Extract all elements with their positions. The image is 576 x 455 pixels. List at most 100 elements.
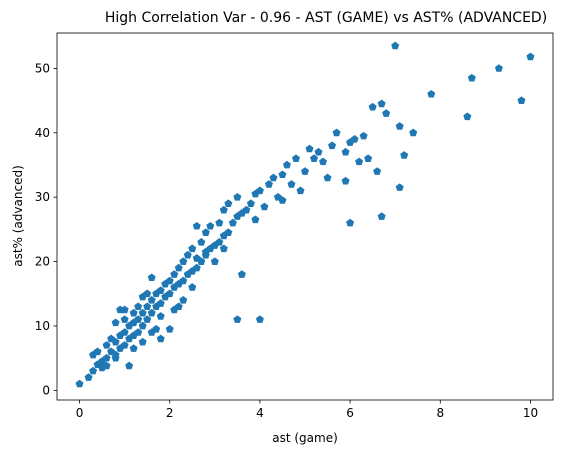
data-point xyxy=(75,379,84,388)
data-point xyxy=(111,353,120,362)
x-tick-label: 10 xyxy=(523,406,538,420)
y-axis-label: ast% (advanced) xyxy=(11,165,25,267)
x-tick-label: 8 xyxy=(436,406,444,420)
data-point xyxy=(179,276,188,285)
data-point xyxy=(120,341,129,349)
data-point xyxy=(251,215,260,224)
data-point xyxy=(183,250,192,259)
data-point xyxy=(359,131,368,140)
data-point xyxy=(192,263,201,272)
data-point xyxy=(120,328,129,336)
data-point xyxy=(201,228,210,236)
data-point xyxy=(346,218,355,227)
x-tick-label: 4 xyxy=(256,406,264,420)
data-point xyxy=(332,128,341,137)
data-point xyxy=(170,270,179,278)
data-point xyxy=(179,296,188,304)
data-point xyxy=(305,144,314,153)
data-point xyxy=(228,218,237,227)
data-point xyxy=(364,154,373,162)
data-point xyxy=(165,324,174,333)
x-axis-label: ast (game) xyxy=(272,431,338,445)
data-point xyxy=(291,154,300,162)
x-tick-label: 0 xyxy=(76,406,84,420)
data-point xyxy=(138,337,147,346)
data-point xyxy=(526,52,535,61)
data-point xyxy=(323,173,332,182)
y-tick-label: 10 xyxy=(35,319,50,333)
y-tick-label: 30 xyxy=(35,190,50,204)
y-tick-label: 40 xyxy=(35,126,50,140)
data-point xyxy=(463,112,472,121)
data-point xyxy=(129,308,138,317)
data-point xyxy=(111,318,120,327)
data-point xyxy=(84,373,93,381)
data-point xyxy=(206,221,215,230)
data-point xyxy=(287,180,296,188)
data-point xyxy=(197,257,206,265)
data-point xyxy=(296,186,305,195)
data-point xyxy=(188,283,197,291)
data-point xyxy=(134,315,143,323)
data-point xyxy=(147,296,156,304)
data-point xyxy=(282,160,291,169)
data-point xyxy=(111,337,120,346)
data-point xyxy=(143,315,152,323)
data-point xyxy=(156,299,165,307)
data-point xyxy=(134,328,143,336)
plot-frame xyxy=(56,32,554,401)
data-point xyxy=(224,199,233,208)
data-point xyxy=(391,41,400,50)
data-point xyxy=(341,176,350,185)
data-point xyxy=(129,344,138,352)
data-point xyxy=(156,334,165,343)
data-point xyxy=(301,167,309,175)
data-point xyxy=(215,218,224,227)
data-point xyxy=(264,180,273,188)
data-point xyxy=(224,228,233,236)
data-point xyxy=(517,96,526,104)
data-point xyxy=(314,147,323,156)
data-point xyxy=(255,315,264,323)
data-point xyxy=(165,276,174,285)
data-point xyxy=(427,89,436,98)
data-point xyxy=(134,302,143,311)
data-point xyxy=(165,289,174,298)
data-point xyxy=(341,147,350,156)
data-point xyxy=(400,151,409,159)
x-tick-label: 2 xyxy=(166,406,174,420)
y-axis-ticks: 0 10 20 30 40 50 xyxy=(35,61,57,397)
data-point xyxy=(233,315,242,323)
data-point xyxy=(467,73,476,82)
y-tick-label: 20 xyxy=(35,255,50,269)
data-point xyxy=(255,186,264,195)
data-point xyxy=(192,221,201,230)
data-point xyxy=(395,183,404,191)
data-point xyxy=(260,202,269,211)
data-point xyxy=(210,257,219,265)
data-point xyxy=(350,135,359,143)
data-point xyxy=(219,244,228,253)
data-point xyxy=(102,341,111,349)
data-point xyxy=(395,122,404,130)
data-point xyxy=(242,205,251,214)
data-point xyxy=(147,308,156,317)
data-point xyxy=(409,128,418,137)
x-axis-ticks: 0 2 4 6 8 10 xyxy=(76,400,538,420)
data-point xyxy=(138,321,147,330)
data-point xyxy=(246,199,255,208)
y-tick-label: 50 xyxy=(35,61,50,75)
data-point xyxy=(147,328,156,336)
data-point xyxy=(310,154,319,162)
data-point xyxy=(319,157,328,166)
data-point xyxy=(215,238,224,246)
data-point xyxy=(138,308,147,317)
data-point xyxy=(156,286,165,294)
data-point xyxy=(233,192,242,201)
data-point xyxy=(278,196,287,204)
data-point xyxy=(93,347,102,356)
data-point xyxy=(219,205,228,214)
data-point xyxy=(156,312,165,320)
data-point xyxy=(373,167,382,175)
